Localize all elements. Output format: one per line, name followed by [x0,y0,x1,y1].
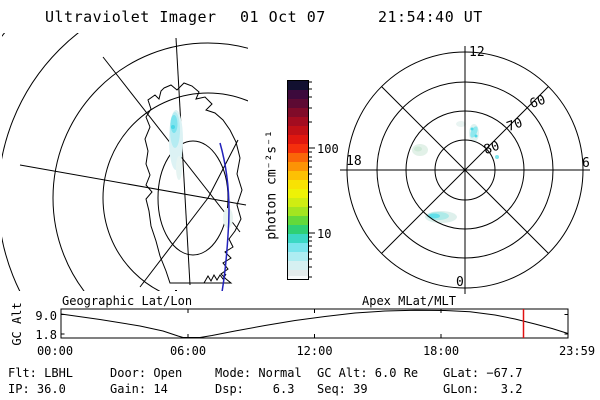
map-aurora-patches [169,110,233,228]
status-glon: GLon: 3.2 [443,382,523,396]
colorbar-tick-100: 100 [317,142,339,156]
date-label: 01 Oct 07 [240,8,326,26]
status-glat: GLat: −67.7 [443,366,523,380]
status-ip: IP: 36.0 [8,382,66,396]
map-meridian-lines [19,37,247,288]
colorbar-tick-10: 10 [317,227,332,241]
status-seq: Seq: 39 [317,382,368,396]
mlt-label-0: 0 [456,275,464,290]
mlt-label-6: 6 [582,156,590,171]
geographic-map-panel [2,33,248,291]
status-dsp: Dsp: 6.3 [215,382,295,396]
strip-ytick-1-8: 1.8 [35,328,57,342]
strip-xtick-1800: 18:00 [422,344,460,358]
strip-ylabel: GC Alt [10,302,24,346]
status-mode: Mode: Normal [215,366,302,380]
polar-plot-panel [340,46,590,294]
status-gc-alt: GC Alt: 6.0 Re [317,366,419,380]
colorbar-unit-label: photon cm⁻²s⁻¹ [264,130,280,240]
intensity-colorbar [287,80,309,280]
status-flt: Flt: LBHL [8,366,74,380]
strip-chart-frame [60,308,569,339]
map-bottom-tick [175,290,177,291]
mlt-label-18: 18 [346,154,362,169]
strip-xtick-0000: 00:00 [36,344,74,358]
map-panel-subtitle: Geographic Lat/Lon [62,294,193,308]
app-title: Ultraviolet Imager [45,8,217,26]
strip-xtick-1200: 12:00 [296,344,333,358]
orbit-strip-chart [60,308,569,339]
terminator-arc [219,142,230,291]
gc-altitude-curve [60,309,569,338]
mlt-label-12: 12 [469,45,485,60]
status-gain: Gain: 14 [110,382,168,396]
polar-aurora-patches [412,121,499,223]
polar-panel-subtitle: Apex MLat/MLT [362,294,456,308]
colorbar-minor-ticks [309,81,312,278]
strip-xtick-0600: 06:00 [169,344,207,358]
map-latitude-arcs [2,33,248,291]
status-door: Door: Open [110,366,183,380]
strip-xtick-2359: 23:59 [558,344,596,358]
time-label: 21:54:40 UT [378,8,483,26]
colorbar-axis [309,81,315,278]
strip-ytick-9: 9.0 [35,309,57,323]
coastline-mountain-detail [203,273,227,284]
strip-chart-ticks [61,309,568,338]
polar-mlt-spokes [340,46,590,294]
